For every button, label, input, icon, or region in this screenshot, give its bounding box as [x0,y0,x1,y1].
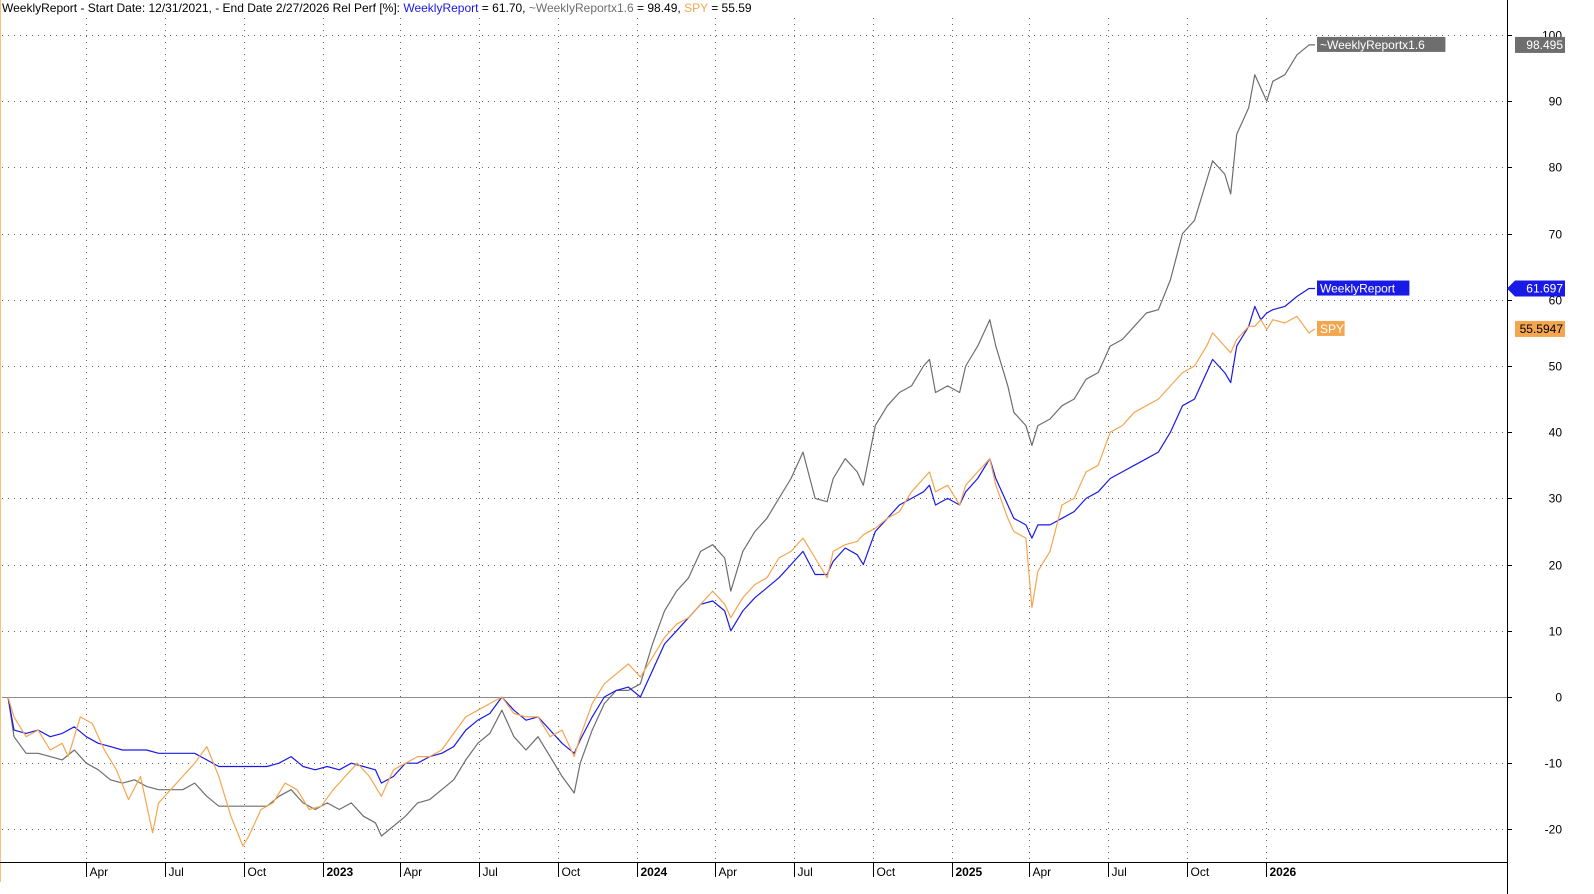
x-tick-label: Oct [562,865,581,879]
series-name-box [1317,320,1345,336]
series-line-weeklyreport [7,287,1315,784]
x-tick-label: Jul [1112,865,1127,879]
y-tick-label: 80 [1549,161,1563,175]
x-tick-label: 2024 [641,865,668,879]
grid-layer [2,18,1507,862]
x-tick-label: Apr [1033,865,1052,879]
y-tick-label: -10 [1545,757,1563,771]
series-name-label: WeeklyReport [1320,282,1396,296]
series-name-label: SPY [1320,322,1344,336]
series-layer [7,44,1316,847]
x-tick-label: Apr [404,865,423,879]
header-prefix: WeeklyReport - Start Date: 12/31/2021, -… [2,1,404,15]
y-tick-label: 90 [1549,95,1563,109]
label-layer: ~WeeklyReportx1.6 98.495 WeeklyReport 61.69… [1317,36,1565,337]
x-tick-label: Apr [719,865,738,879]
last-value-tag [1515,320,1565,337]
y-tick-label: 40 [1549,426,1563,440]
y-tick-label: 0 [1555,691,1562,705]
x-tick-label: Oct [877,865,896,879]
series-line--weeklyreportx1-6 [7,44,1315,837]
series-name-box [1317,36,1446,52]
x-tick-label: 2023 [327,865,354,879]
x-tick-label: Jul [798,865,813,879]
header-series-2-name: ~WeeklyReportx1.6 [528,1,634,15]
x-tick-label: Oct [248,865,267,879]
series-name-box [1317,280,1410,296]
x-tick-label: 2025 [956,865,983,879]
header-series-3-value: = 55.59 [707,1,752,15]
x-tick-label: Apr [90,865,109,879]
header-series-2-value: = 98.49, [633,1,685,15]
header-series-3-name: SPY [684,1,708,15]
y-tick-label: 20 [1549,559,1563,573]
y-tick-label: 30 [1549,492,1563,506]
last-value-label: 98.495 [1526,38,1563,52]
last-value-label: 61.697 [1526,282,1563,296]
y-tick-label: 50 [1549,360,1563,374]
header-series-1-name: WeeklyReport [403,1,479,15]
x-tick-label: Oct [1191,865,1210,879]
y-tick-label: -20 [1545,823,1563,837]
header-series-1-value: = 61.70, [478,1,529,15]
last-value-tag [1515,36,1565,53]
last-value-label: 55.5947 [1520,322,1564,336]
last-value-tag [1507,280,1565,297]
y-tick-label: 60 [1549,294,1563,308]
y-tick-label: 70 [1549,228,1563,242]
x-tick-label: Jul [169,865,184,879]
x-tick-label: Jul [483,865,498,879]
chart-header: WeeklyReport - Start Date: 12/31/2021, -… [2,1,752,15]
series-name-label: ~WeeklyReportx1.6 [1320,38,1425,52]
x-tick-label: 2026 [1270,865,1297,879]
series-line-spy [7,315,1316,847]
y-tick-label: 10 [1549,625,1563,639]
